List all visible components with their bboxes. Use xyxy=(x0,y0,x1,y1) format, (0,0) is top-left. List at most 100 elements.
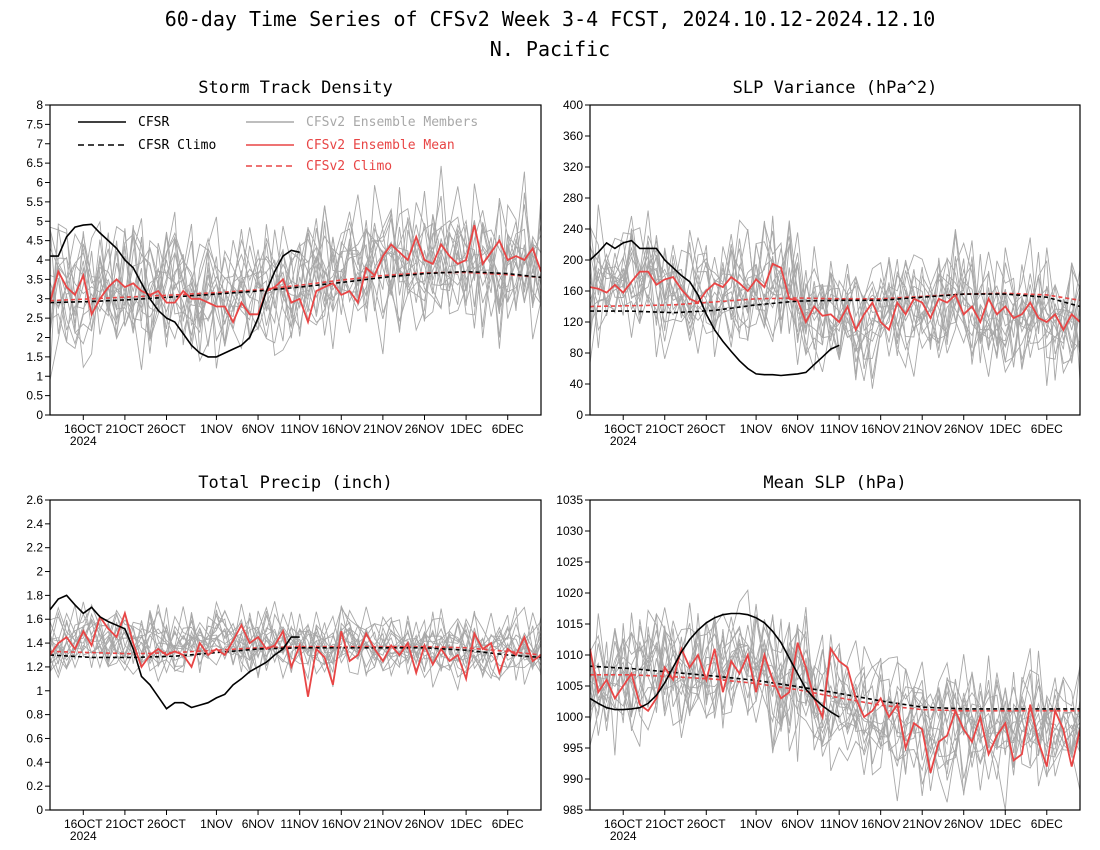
storm-track-density-xtick-label: 6DEC xyxy=(492,422,524,436)
total-precip-ensemble-mean-line xyxy=(50,610,541,697)
storm-track-density-ensemble-member-line xyxy=(50,203,541,370)
mean-slp-ytick-label: 990 xyxy=(563,772,583,786)
total-precip-panel: Total Precip (inch) 0 0.2 0.4 0.6 0.8 1 1.2 1.4 1… xyxy=(26,473,542,843)
storm-track-density-xtick-label: 1DEC xyxy=(450,422,482,436)
legend: CFSR CFSR Climo CFSv2 Ensemble Members CFSv… xyxy=(78,115,478,174)
mean-slp-ensemble-mean-line xyxy=(590,642,1080,774)
slp-variance-ensemble-member-line xyxy=(590,238,1080,365)
mean-slp-xtick-label: 6DEC xyxy=(1031,817,1063,831)
slp-variance-ensemble-member-line xyxy=(590,220,1080,377)
storm-track-density-panel: Storm Track Density 0 0.5 1 1.5 2 2.5 3 3.5 4 4.5 5… xyxy=(26,78,542,448)
storm-track-density-ytick-label: 0.5 xyxy=(26,389,43,403)
slp-variance-ytick-label: 200 xyxy=(563,253,583,267)
storm-track-density-ytick-label: 2 xyxy=(36,331,43,345)
slp-variance-xtick-label: 21NOV xyxy=(903,422,942,436)
storm-track-density-xtick-label: 26NOV xyxy=(405,422,444,436)
total-precip-ytick-label: 0 xyxy=(36,803,43,817)
legend-label-cfsr: CFSR xyxy=(138,115,169,130)
storm-track-density-ytick-label: 3.5 xyxy=(26,272,43,286)
legend-label-cfsr_climo: CFSR Climo xyxy=(138,138,216,153)
total-precip-ensemble-member-line xyxy=(50,607,541,679)
mean-slp-ytick-label: 1015 xyxy=(556,617,583,631)
chart-panels: Storm Track Density 0 0.5 1 1.5 2 2.5 3 3.5 4 4.5 5… xyxy=(26,78,1081,843)
mean-slp-ensemble-member-line xyxy=(590,607,1080,759)
total-precip-xtick-label: 16NOV xyxy=(322,817,361,831)
mean-slp-xtick-label: 6NOV xyxy=(781,817,814,831)
storm-track-density-xtick-label: 21OCT xyxy=(106,422,145,436)
total-precip-ytick-label: 1 xyxy=(36,684,43,698)
total-precip-xtick-label: 26NOV xyxy=(405,817,444,831)
storm-track-density-ytick-label: 6 xyxy=(36,176,43,190)
slp-variance-xtick-label: 16NOV xyxy=(861,422,900,436)
storm-track-density-xtick-label: 16OCT xyxy=(64,422,103,436)
mean-slp-xtick-label: 16NOV xyxy=(861,817,900,831)
total-precip-ytick-label: 0.8 xyxy=(26,708,43,722)
total-precip-xtick-label: 26OCT xyxy=(147,817,186,831)
mean-slp-xtick-label: 21NOV xyxy=(903,817,942,831)
mean-slp-xtick-label: 21OCT xyxy=(645,817,684,831)
slp-variance-ytick-label: 280 xyxy=(563,191,583,205)
storm-track-density-year-label: 2024 xyxy=(70,434,97,448)
total-precip-xtick-label: 11NOV xyxy=(280,817,318,831)
mean-slp-xtick-label: 11NOV xyxy=(820,817,858,831)
storm-track-density-xtick-label: 11NOV xyxy=(280,422,318,436)
mean-slp-ensemble-member-line xyxy=(590,621,1080,751)
legend-label-mean: CFSv2 Ensemble Mean xyxy=(306,138,455,153)
total-precip-xtick-label: 1DEC xyxy=(450,817,482,831)
storm-track-density-ensemble-member-line xyxy=(50,194,541,354)
slp-variance-ytick-label: 40 xyxy=(570,377,584,391)
mean-slp-xtick-label: 26NOV xyxy=(944,817,983,831)
storm-track-density-xtick-label: 16NOV xyxy=(322,422,361,436)
storm-track-density-ytick-label: 4 xyxy=(36,253,43,267)
total-precip-ensemble-member-line xyxy=(50,603,541,678)
storm-track-density-ytick-label: 0 xyxy=(36,408,43,422)
total-precip-ytick-label: 2.6 xyxy=(26,493,43,507)
total-precip-ytick-label: 0.2 xyxy=(26,779,43,793)
slp-variance-title: SLP Variance (hPa^2) xyxy=(733,78,938,98)
mean-slp-xtick-label: 1NOV xyxy=(740,817,773,831)
storm-track-density-title: Storm Track Density xyxy=(198,78,392,98)
legend-label-members: CFSv2 Ensemble Members xyxy=(306,115,478,130)
total-precip-plot-area xyxy=(50,594,541,710)
mean-slp-xtick-label: 1DEC xyxy=(989,817,1021,831)
slp-variance-panel: SLP Variance (hPa^2) 0 40 80 120 160 200 240 280… xyxy=(563,78,1081,448)
slp-variance-xtick-label: 6DEC xyxy=(1031,422,1063,436)
storm-track-density-ensemble-member-line xyxy=(50,186,541,377)
total-precip-ytick-label: 2.4 xyxy=(26,517,43,531)
mean-slp-xtick-label: 16OCT xyxy=(604,817,643,831)
mean-slp-xtick-label: 26OCT xyxy=(687,817,726,831)
storm-track-density-ensemble-member-line xyxy=(50,171,541,342)
total-precip-ytick-label: 0.4 xyxy=(26,755,43,769)
slp-variance-cfsr-line xyxy=(590,239,840,377)
total-precip-xtick-label: 16OCT xyxy=(64,817,103,831)
slp-variance-xtick-label: 1DEC xyxy=(989,422,1021,436)
slp-variance-plot-area xyxy=(590,204,1080,389)
storm-track-density-ytick-label: 5 xyxy=(36,214,43,228)
total-precip-ensemble-member-line xyxy=(50,604,541,679)
total-precip-ytick-label: 2.2 xyxy=(26,541,43,555)
total-precip-cfsr-line xyxy=(50,594,300,710)
slp-variance-ytick-label: 120 xyxy=(563,315,583,329)
mean-slp-title: Mean SLP (hPa) xyxy=(763,473,906,493)
storm-track-density-ytick-label: 1 xyxy=(36,369,43,383)
storm-track-density-ensemble-mean-line xyxy=(50,224,541,326)
slp-variance-xtick-label: 26NOV xyxy=(944,422,983,436)
mean-slp-year-label: 2024 xyxy=(610,829,637,843)
slp-variance-xtick-label: 21OCT xyxy=(645,422,684,436)
storm-track-density-xtick-label: 21NOV xyxy=(363,422,402,436)
slp-variance-xtick-label: 1NOV xyxy=(740,422,773,436)
total-precip-title: Total Precip (inch) xyxy=(198,473,392,493)
slp-variance-ytick-label: 240 xyxy=(563,222,583,236)
total-precip-xtick-label: 21OCT xyxy=(106,817,145,831)
slp-variance-ytick-label: 160 xyxy=(563,284,583,298)
mean-slp-ytick-label: 995 xyxy=(563,741,583,755)
mean-slp-ytick-label: 1025 xyxy=(556,555,583,569)
slp-variance-ensemble-member-line xyxy=(590,210,1080,389)
storm-track-density-ensemble-member-line xyxy=(50,187,541,350)
storm-track-density-ytick-label: 5.5 xyxy=(26,195,43,209)
storm-track-density-ensemble-member-line xyxy=(50,202,541,342)
total-precip-ytick-label: 1.2 xyxy=(26,660,43,674)
storm-track-density-ytick-label: 3 xyxy=(36,292,43,306)
storm-track-density-xtick-label: 26OCT xyxy=(147,422,186,436)
